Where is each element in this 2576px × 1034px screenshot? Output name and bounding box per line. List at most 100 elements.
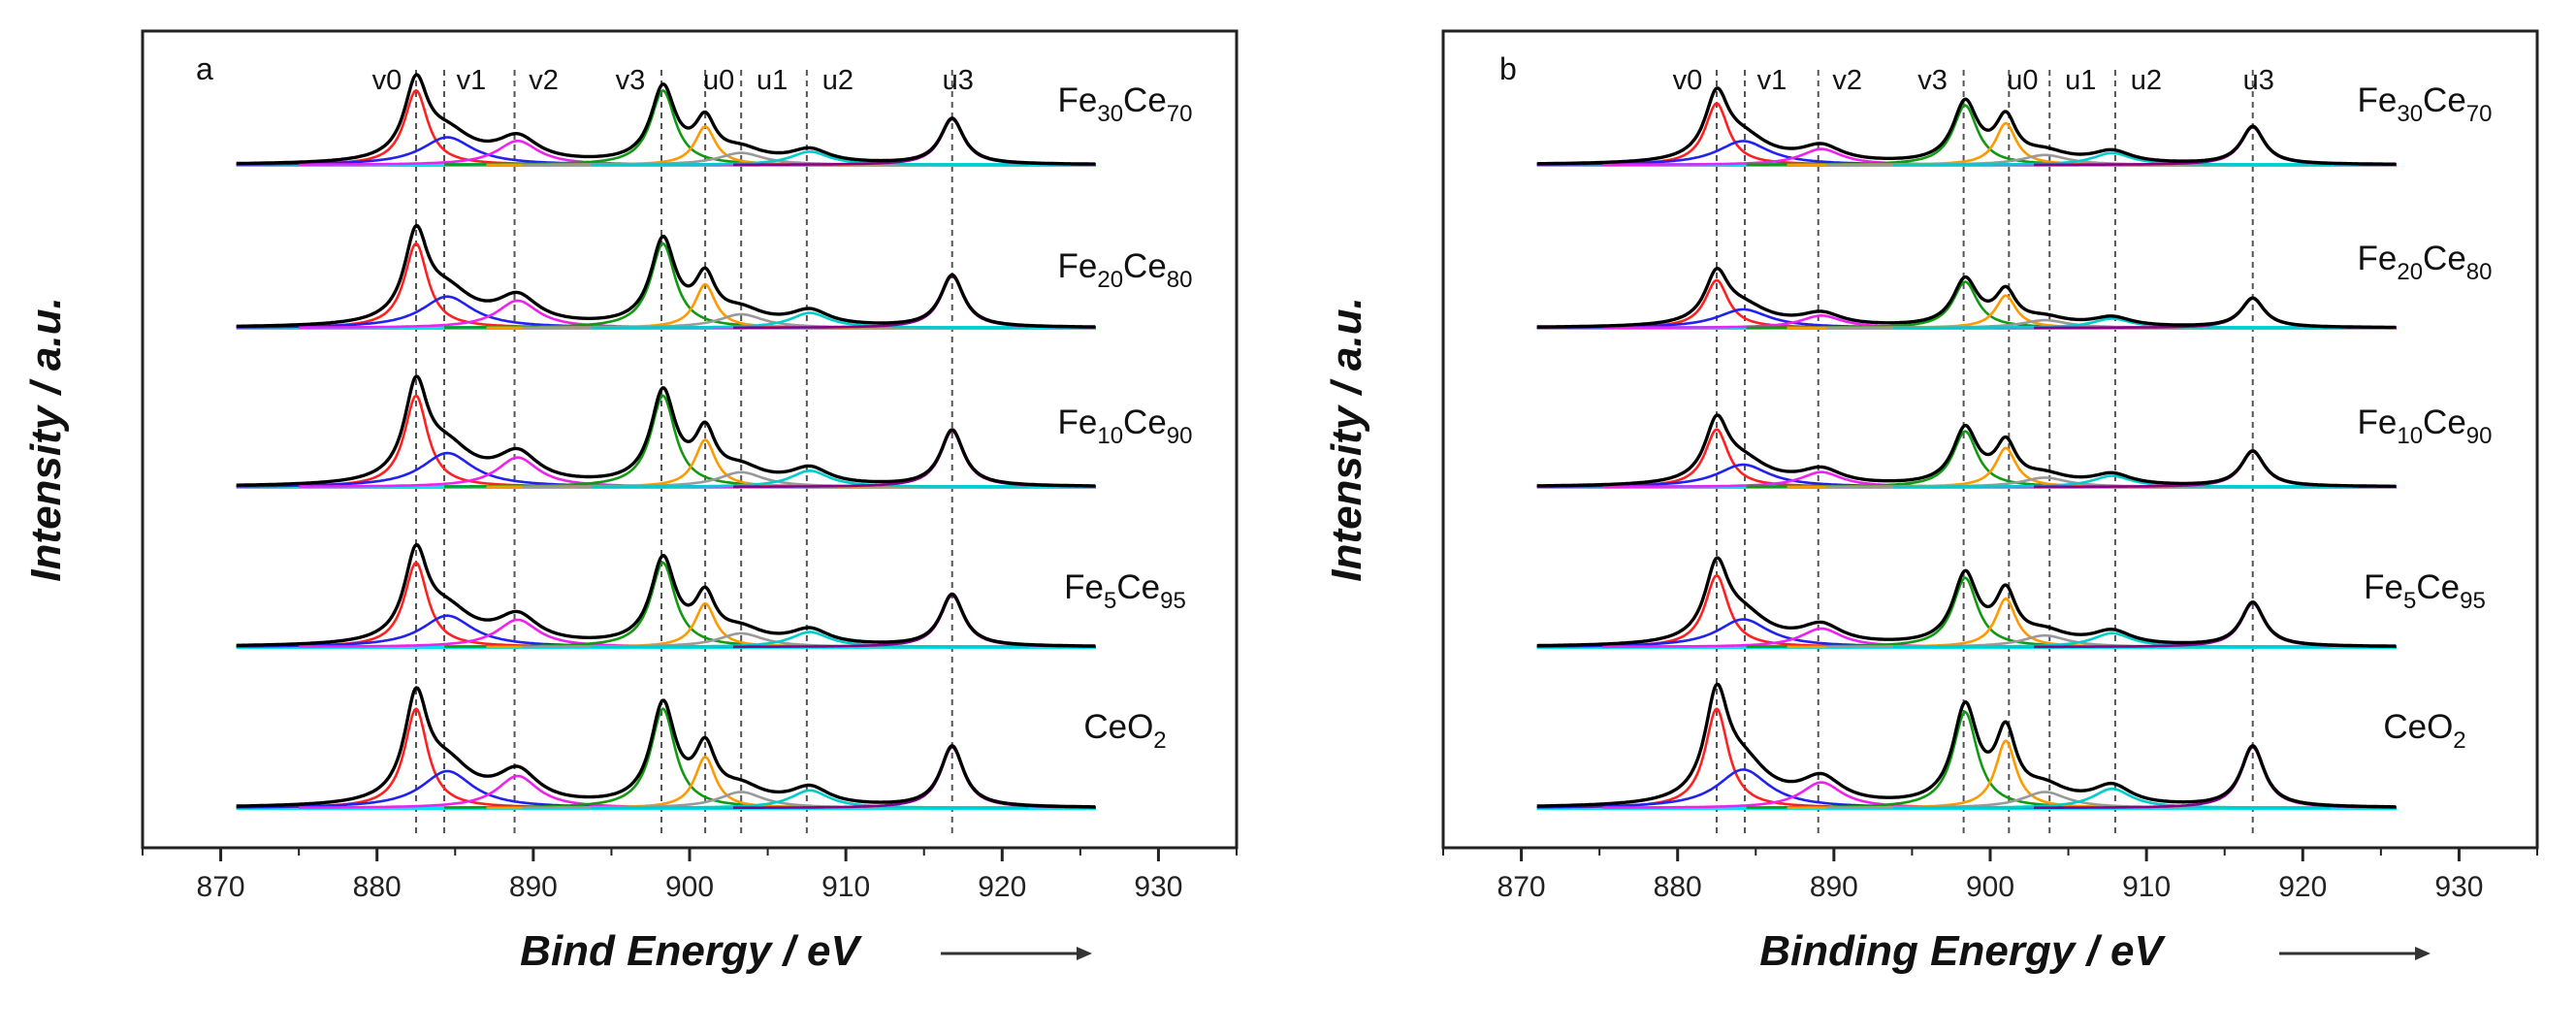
sample-label-Fe5Ce95: Fe5Ce95 — [2364, 568, 2486, 614]
spectrum-Fe20Ce80 — [236, 223, 1096, 330]
component-v0-Fe5Ce95 — [1536, 573, 1936, 648]
component-v0-Fe5Ce95 — [236, 561, 635, 648]
envelope-Fe30Ce70 — [236, 73, 1096, 166]
peak-label-u0: u0 — [703, 65, 734, 96]
peak-label-u2: u2 — [2131, 65, 2162, 96]
x-tick-label: 920 — [2278, 871, 2327, 903]
component-v3-Fe10Ce90 — [1746, 430, 2184, 488]
component-u2-Fe20Ce80 — [1893, 317, 2332, 330]
x-tick-label: 880 — [1654, 871, 1702, 903]
component-v3-Fe20Ce80 — [1746, 280, 2184, 330]
sample-label-Fe30Ce70: Fe30Ce70 — [1057, 81, 1192, 127]
spectrum-Fe20Ce80 — [1536, 266, 2397, 330]
x-tick-label: 890 — [1810, 871, 1858, 903]
peak-label-v1: v1 — [1757, 65, 1787, 96]
component-u2-Fe10Ce90 — [591, 469, 1029, 489]
envelope-Fe20Ce80 — [1536, 266, 2397, 330]
peak-guide-lines — [1716, 70, 2254, 838]
spectrum-Fe30Ce70 — [1536, 86, 2397, 167]
envelope-CeO2 — [236, 686, 1096, 809]
sample-labels: Fe30Ce70 Fe20Ce80 Fe10Ce90 Fe5Ce95 CeO2 — [2357, 81, 2492, 754]
component-v0-Fe30Ce70 — [1536, 102, 1936, 166]
sample-label-CeO2: CeO2 — [1083, 708, 1166, 754]
component-u2-CeO2 — [591, 789, 1029, 810]
x-tick-label: 900 — [1966, 871, 2014, 903]
component-v0-Fe10Ce90 — [236, 394, 635, 488]
peak-label-v3: v3 — [616, 65, 646, 96]
x-tick-label: 890 — [509, 871, 558, 903]
sample-label-Fe10Ce90: Fe10Ce90 — [1057, 404, 1192, 449]
x-tick-label: 910 — [2122, 871, 2171, 903]
component-v3-Fe30Ce70 — [1746, 104, 2184, 166]
spectrum-Fe5Ce95 — [1536, 556, 2397, 649]
spectrum-CeO2 — [1536, 682, 2397, 810]
x-tick-label: 900 — [665, 871, 714, 903]
component-v0-CeO2 — [1536, 707, 1936, 809]
peak-label-v0: v0 — [1673, 65, 1703, 96]
component-v0-CeO2 — [236, 707, 635, 809]
component-u2-Fe20Ce80 — [591, 311, 1029, 330]
peak-labels: v0 v1 v2 v3 u0 u1 u2 u3 — [1673, 65, 2274, 96]
x-tick-label: 880 — [353, 871, 402, 903]
component-v0-Fe20Ce80 — [1536, 278, 1936, 330]
sample-label-CeO2: CeO2 — [2383, 708, 2465, 754]
envelope-Fe10Ce90 — [1536, 413, 2397, 488]
panel-letter: b — [1499, 51, 1517, 86]
component-u2-Fe30Ce70 — [1893, 151, 2332, 167]
panel-letter: a — [196, 51, 213, 86]
component-u2-Fe5Ce95 — [1893, 631, 2332, 649]
peak-label-u1: u1 — [757, 65, 788, 96]
peak-label-v1: v1 — [457, 65, 487, 96]
x-direction-arrow — [941, 947, 1092, 960]
component-v3-CeO2 — [1746, 710, 2184, 809]
envelope-Fe5Ce95 — [1536, 556, 2397, 648]
envelope-Fe30Ce70 — [1536, 86, 2397, 166]
peak-label-v2: v2 — [1832, 65, 1862, 96]
spectrum-Fe5Ce95 — [236, 542, 1096, 649]
x-tick-label: 920 — [978, 871, 1026, 903]
x-axis-ticks: 870 880 890 900 910 920 930 — [1442, 848, 2538, 903]
envelope-Fe5Ce95 — [236, 542, 1096, 648]
y-axis-label: Intensity / a.u. — [22, 297, 70, 581]
x-axis-ticks: 870 880 890 900 910 920 930 — [142, 848, 1238, 903]
sample-label-Fe20Ce80: Fe20Ce80 — [2357, 240, 2492, 285]
spectra — [1536, 86, 2398, 810]
x-tick-label: 870 — [1497, 871, 1546, 903]
spectrum-Fe10Ce90 — [236, 374, 1097, 489]
sample-labels: Fe30Ce70 Fe20Ce80 Fe10Ce90 Fe5Ce95 CeO2 — [1057, 81, 1192, 754]
component-u2-Fe5Ce95 — [591, 630, 1029, 649]
envelope-CeO2 — [1536, 682, 2397, 809]
component-v0-Fe30Ce70 — [236, 88, 635, 166]
peak-labels: v0 v1 v2 v3 u0 u1 u2 u3 — [372, 65, 974, 96]
x-tick-label: 910 — [821, 871, 870, 903]
spectrum-CeO2 — [236, 686, 1096, 810]
x-tick-label: 930 — [1134, 871, 1182, 903]
component-v1-CeO2 — [1536, 768, 1962, 809]
peak-label-u3: u3 — [943, 65, 974, 96]
component-u2-Fe30Ce70 — [591, 150, 1029, 167]
x-axis-label: Bind Energy / eV — [520, 927, 862, 975]
component-u2-Fe10Ce90 — [1893, 474, 2332, 489]
component-v1-Fe5Ce95 — [1536, 618, 1962, 648]
peak-label-v3: v3 — [1917, 65, 1948, 96]
x-tick-label: 870 — [197, 871, 245, 903]
peak-label-v2: v2 — [529, 65, 559, 96]
component-v0-Fe20Ce80 — [236, 242, 635, 329]
peak-label-v0: v0 — [372, 65, 402, 96]
panel-b: b Intensity / a.u. Binding Energy / eV 8… — [1323, 29, 2539, 975]
x-tick-label: 930 — [2434, 871, 2483, 903]
envelope-Fe20Ce80 — [236, 223, 1096, 329]
envelope-Fe10Ce90 — [236, 374, 1096, 488]
spectrum-Fe10Ce90 — [1536, 413, 2398, 489]
component-v0-Fe10Ce90 — [1536, 428, 1936, 489]
y-axis-label: Intensity / a.u. — [1323, 297, 1370, 581]
sample-label-Fe30Ce70: Fe30Ce70 — [2357, 81, 2492, 127]
sample-label-Fe20Ce80: Fe20Ce80 — [1057, 247, 1192, 293]
sample-label-Fe5Ce95: Fe5Ce95 — [1064, 568, 1186, 614]
peak-label-u2: u2 — [822, 65, 853, 96]
peak-label-u0: u0 — [2007, 65, 2038, 96]
peak-label-u1: u1 — [2065, 65, 2096, 96]
spectra — [236, 73, 1097, 810]
x-direction-arrow — [2279, 947, 2431, 960]
